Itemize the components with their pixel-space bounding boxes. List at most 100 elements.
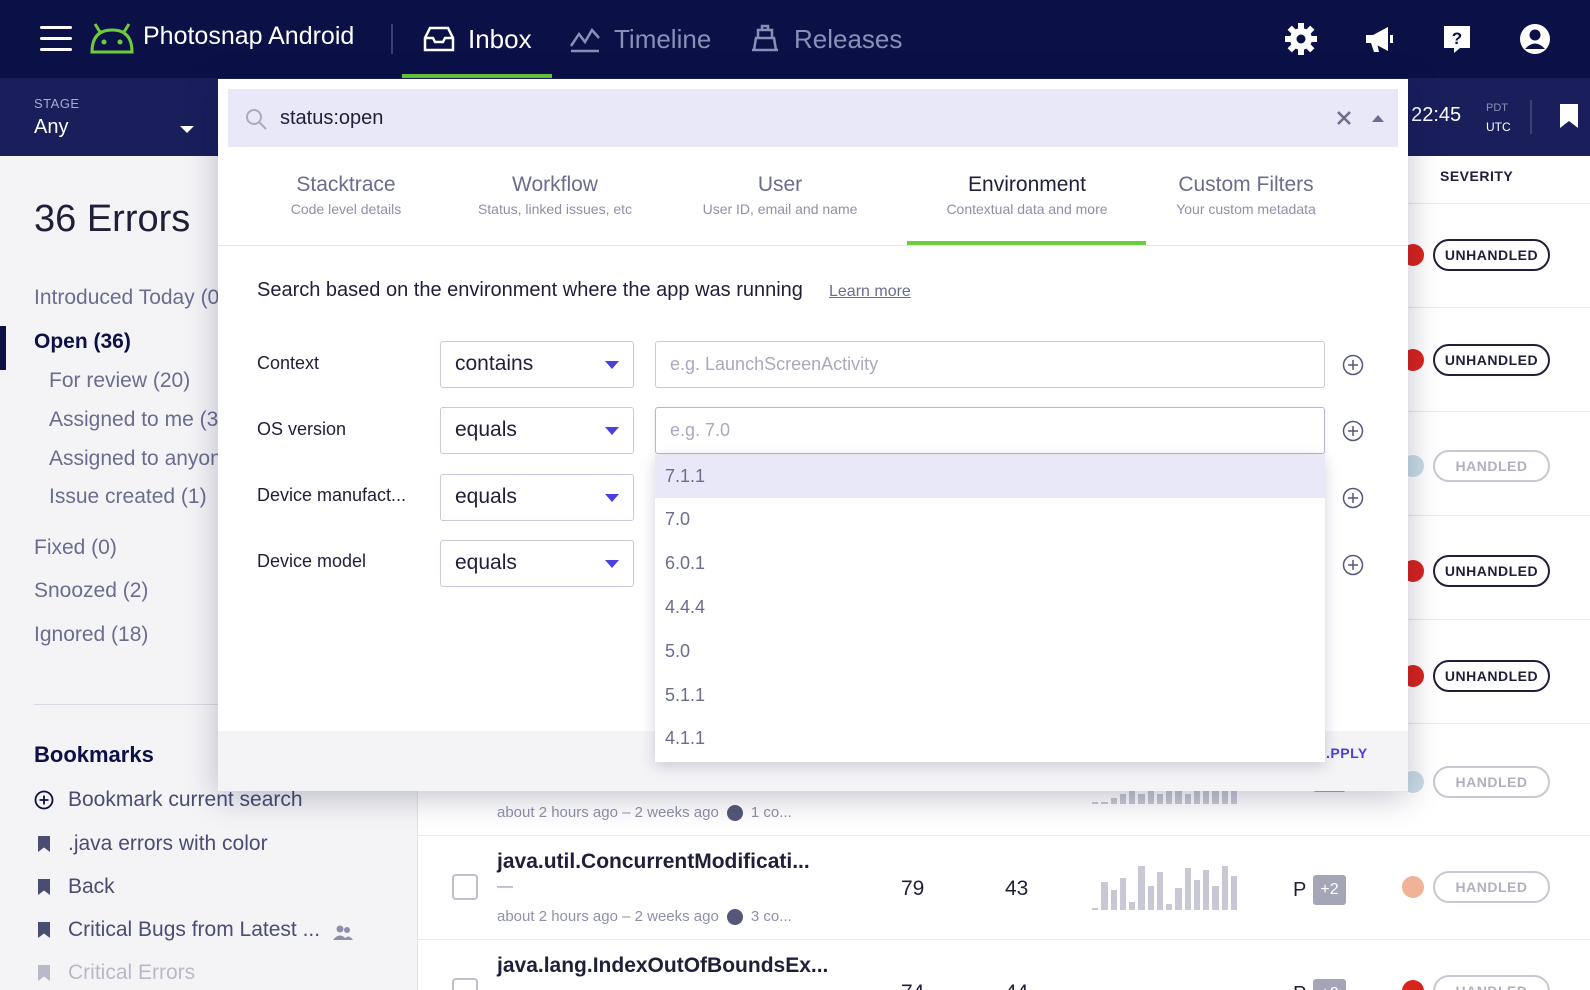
tab-inbox[interactable]: Inbox [402,0,552,78]
apply-button[interactable]: .PPLY [1326,745,1368,761]
gear-icon[interactable] [1284,22,1318,56]
tab-workflow-title: Workflow [512,173,598,196]
user-count: 44 [1005,981,1028,990]
suggestion-option[interactable]: 4.1.1 [665,728,706,748]
bookmark-label: Critical Errors [68,961,196,984]
chevron-down-icon [605,494,619,502]
tab-workflow[interactable]: Workflow Status, linked issues, etc [465,173,645,217]
error-message: — [497,878,513,895]
bookmark-item[interactable]: Critical Bugs from Latest ... [34,918,320,942]
sidebar-item-ignored[interactable]: Ignored (18) [34,623,149,646]
sidebar-item-assigned-to-me[interactable]: Assigned to me (3) [49,408,226,431]
error-time-range: about 2 hours ago – 2 weeks ago [497,804,719,821]
severity-column-header[interactable]: SEVERITY [1440,168,1514,184]
error-title[interactable]: java.lang.IndexOutOfBoundsEx... [497,954,829,977]
bookmark-icon [38,965,50,981]
tab-custom-filters-subtitle: Your custom metadata [1176,201,1316,217]
android-logo-icon [90,23,134,54]
add-filter-icon[interactable] [1342,487,1364,509]
chevron-down-icon [605,427,619,435]
suggestion-option[interactable]: 5.1.1 [665,685,706,705]
sidebar-item-for-review[interactable]: For review (20) [49,369,191,392]
active-indicator [0,326,6,370]
menu-icon[interactable] [40,26,72,52]
context-value-input[interactable] [655,341,1325,388]
suggestion-option[interactable]: 6.0.1 [665,553,706,573]
row-checkbox[interactable] [452,874,478,900]
chevron-down-icon [605,361,619,369]
tab-custom-filters[interactable]: Custom Filters Your custom metadata [1156,173,1336,217]
megaphone-icon[interactable] [1362,22,1396,56]
severity-badge: HANDLED [1433,450,1550,482]
timezone-pdt[interactable]: PDT [1486,102,1508,114]
severity-badge: UNHANDLED [1433,660,1550,692]
search-tabs: Stacktrace Code level details Workflow S… [218,159,1408,246]
tab-stacktrace[interactable]: Stacktrace Code level details [271,173,421,217]
stage-select[interactable]: Any [34,116,69,138]
os-version-suggestions: 7.1.1 7.0 6.0.1 4.4.4 5.0 5.1.1 4.1.1 [655,455,1325,762]
context-operator-select[interactable]: contains [440,341,634,388]
suggestion-option[interactable]: 5.0 [665,641,691,661]
chevron-up-icon[interactable] [1371,113,1385,123]
sidebar-item-open[interactable]: Open (36) [34,330,131,353]
help-icon[interactable]: ? [1440,22,1474,56]
sidebar-item-introduced-today[interactable]: Introduced Today (0 [34,286,220,309]
trend-sparkline [1092,866,1237,910]
timezone-utc[interactable]: UTC [1486,120,1511,134]
assignee-initial: P [1293,879,1307,901]
add-filter-icon[interactable] [1342,420,1364,442]
device-manufacturer-operator-select[interactable]: equals [440,474,634,521]
plus-circle-icon [34,790,54,810]
error-timestamps: about 2 hours ago – 2 weeks ago 3 co... [497,908,792,925]
add-filter-icon[interactable] [1342,354,1364,376]
filter-label-context: Context [257,353,320,373]
tab-releases[interactable]: Releases [748,0,902,78]
os-version-operator-select[interactable]: equals [440,407,634,454]
os-version-value-input[interactable] [655,407,1325,454]
severity-badge: UNHANDLED [1433,344,1550,376]
suggestion-option[interactable]: 7.1.1 [655,455,1325,498]
tab-timeline[interactable]: Timeline [568,0,711,78]
bookmark-item[interactable]: .java errors with color [34,832,268,856]
filter-label-os-version: OS version [257,419,347,439]
sidebar-item-fixed[interactable]: Fixed (0) [34,536,117,559]
tab-user-title: User [757,173,803,196]
error-title[interactable]: java.util.ConcurrentModificati... [497,850,810,873]
account-icon[interactable] [1518,22,1552,56]
sidebar-item-issue-created[interactable]: Issue created (1) [49,485,207,508]
tab-environment[interactable]: Environment Contextual data and more [917,173,1137,217]
close-icon[interactable] [1334,108,1354,128]
tab-releases-label: Releases [794,23,903,54]
app-name[interactable]: Photosnap Android [143,22,355,50]
comment-count[interactable]: 1 co... [750,804,792,821]
bookmark-item[interactable]: Critical Errors [34,961,195,985]
bookmark-icon [38,879,50,895]
row-divider [418,939,1590,940]
comment-count[interactable]: 3 co... [750,908,792,925]
learn-more-link[interactable]: Learn more [829,283,911,300]
tab-user[interactable]: User User ID, email and name [685,173,875,217]
suggestion-option[interactable]: 7.0 [665,509,691,529]
trend-sparkline [1092,762,1237,804]
sidebar-item-assigned-to-anyone[interactable]: Assigned to anyon [49,447,222,470]
bookmark-item[interactable]: Back [34,875,115,899]
bookmark-icon[interactable] [1558,102,1580,130]
tab-custom-filters-title: Custom Filters [1178,173,1314,196]
search-bar [228,89,1398,147]
search-input[interactable] [280,89,1320,147]
page-title: 36 Errors [34,198,191,240]
bookmark-current-search-button[interactable]: Bookmark current search [34,788,303,812]
row-checkbox[interactable] [452,978,478,990]
inbox-icon [423,26,455,52]
suggestion-option[interactable]: 4.4.4 [665,597,706,617]
add-filter-icon[interactable] [1342,554,1364,576]
operator-value: equals [455,418,517,441]
tab-environment-subtitle: Contextual data and more [946,201,1108,217]
more-users-badge: +2 [1313,875,1346,905]
operator-value: equals [455,551,517,574]
filter-label-device-manufacturer: Device manufact... [257,485,407,505]
time-range-value[interactable]: , 22:45 [1400,104,1462,126]
chevron-down-icon[interactable] [180,126,194,133]
device-model-operator-select[interactable]: equals [440,540,634,587]
sidebar-item-snoozed[interactable]: Snoozed (2) [34,579,149,602]
